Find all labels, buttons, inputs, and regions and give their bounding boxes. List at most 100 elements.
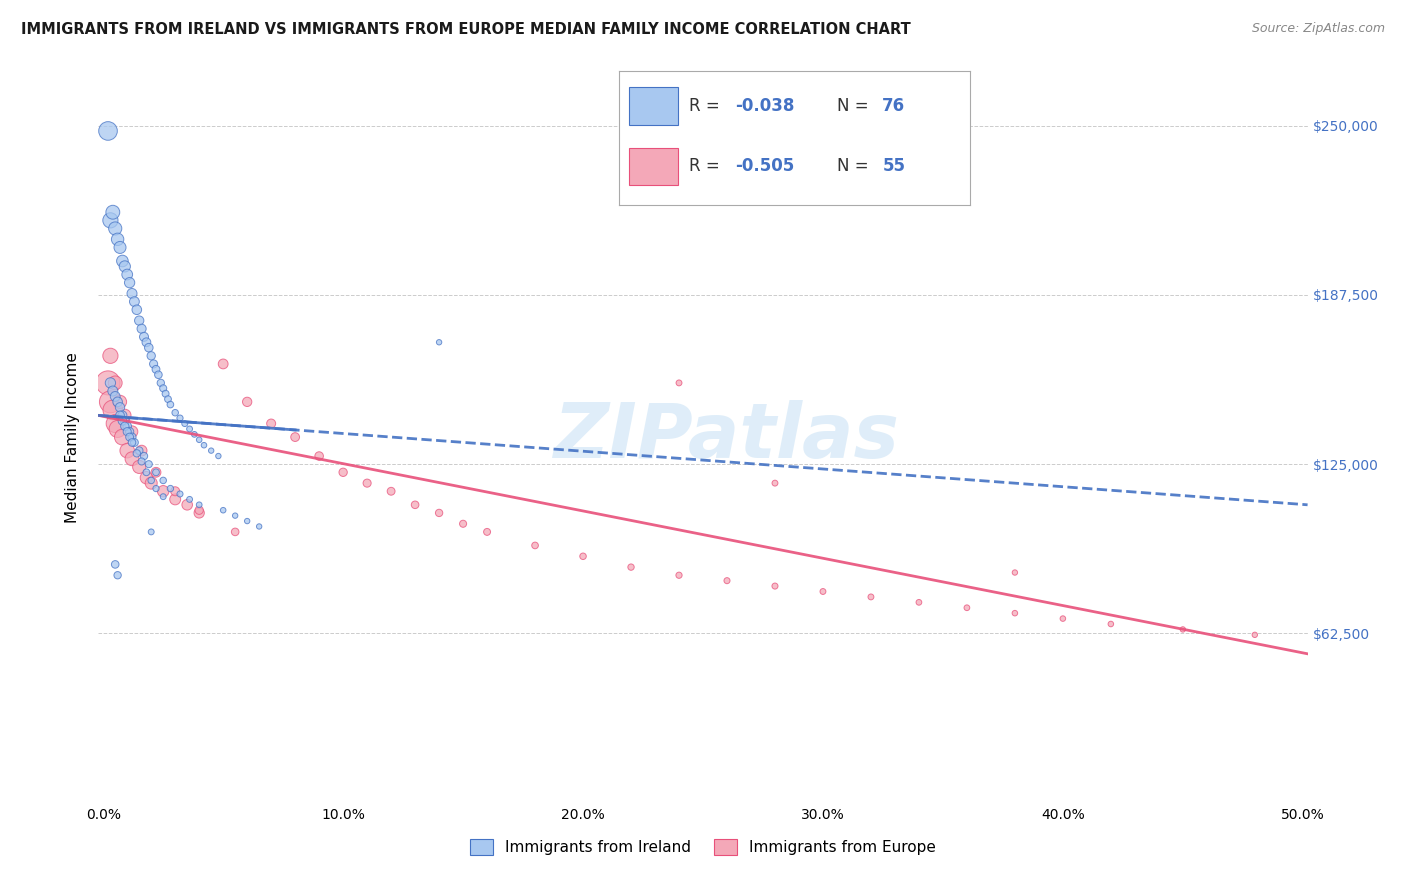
Point	[188, 506, 211, 520]
Point	[100, 213, 122, 227]
Point	[404, 498, 426, 512]
Point	[125, 446, 148, 460]
Point	[156, 392, 179, 406]
Point	[131, 322, 153, 336]
Point	[152, 484, 174, 499]
Point	[135, 465, 157, 479]
Point	[135, 471, 157, 485]
Point	[108, 409, 131, 423]
Point	[107, 232, 129, 246]
Point	[114, 409, 136, 423]
Point	[128, 459, 150, 474]
Point	[104, 417, 127, 431]
Point	[1171, 623, 1194, 637]
Point	[1052, 611, 1074, 625]
Point	[207, 449, 229, 463]
Point	[104, 389, 127, 403]
Point	[380, 484, 402, 499]
Point	[763, 476, 786, 491]
Point	[179, 492, 201, 507]
Point	[475, 524, 498, 539]
Point	[165, 492, 187, 507]
Text: 76: 76	[883, 97, 905, 115]
Point	[138, 341, 160, 355]
Point	[332, 465, 354, 479]
Point	[108, 401, 131, 415]
Text: R =: R =	[689, 157, 725, 176]
Point	[165, 484, 187, 499]
Point	[260, 417, 283, 431]
Point	[155, 386, 177, 401]
Point	[115, 443, 138, 458]
Point	[159, 398, 181, 412]
Point	[193, 438, 215, 452]
Point	[141, 474, 163, 488]
Point	[236, 395, 259, 409]
Text: R =: R =	[689, 97, 725, 115]
Point	[131, 443, 153, 458]
Point	[101, 205, 124, 219]
Point	[124, 294, 146, 309]
Point	[145, 465, 167, 479]
Point	[121, 435, 143, 450]
Point	[188, 503, 211, 517]
Point	[148, 368, 170, 382]
Point	[121, 425, 143, 439]
Point	[132, 330, 155, 344]
Point	[145, 362, 167, 376]
Point	[169, 487, 191, 501]
Point	[131, 454, 153, 468]
Point	[118, 276, 141, 290]
Point	[101, 384, 124, 398]
Point	[524, 538, 547, 552]
Point	[111, 430, 134, 444]
Point	[152, 381, 174, 395]
Point	[118, 430, 141, 444]
Point	[1004, 606, 1026, 620]
Point	[114, 419, 136, 434]
Point	[125, 302, 148, 317]
Point	[121, 286, 143, 301]
Point	[124, 435, 146, 450]
Point	[1004, 566, 1026, 580]
Point	[108, 395, 131, 409]
Text: -0.038: -0.038	[734, 97, 794, 115]
Point	[145, 465, 167, 479]
Point	[179, 422, 201, 436]
Text: Source: ZipAtlas.com: Source: ZipAtlas.com	[1251, 22, 1385, 36]
Point	[97, 376, 120, 390]
Point	[620, 560, 643, 574]
Point	[716, 574, 738, 588]
Point	[308, 449, 330, 463]
Text: N =: N =	[837, 157, 873, 176]
Point	[100, 376, 122, 390]
Point	[956, 600, 979, 615]
Point	[165, 406, 187, 420]
Point	[183, 427, 205, 442]
Point	[427, 506, 450, 520]
Point	[811, 584, 834, 599]
Point	[135, 335, 157, 350]
Point	[101, 403, 124, 417]
Point	[104, 376, 127, 390]
Point	[111, 409, 134, 423]
Point	[152, 474, 174, 488]
Bar	[630, 87, 678, 125]
Point	[114, 414, 136, 428]
Point	[118, 425, 141, 439]
Point	[107, 568, 129, 582]
Point	[908, 595, 931, 609]
Point	[169, 411, 191, 425]
Legend: Immigrants from Ireland, Immigrants from Europe: Immigrants from Ireland, Immigrants from…	[464, 833, 942, 861]
Y-axis label: Median Family Income: Median Family Income	[65, 351, 80, 523]
Point	[111, 414, 134, 428]
Point	[108, 240, 131, 254]
Point	[451, 516, 474, 531]
Point	[200, 443, 222, 458]
Point	[141, 476, 163, 491]
Point	[188, 498, 211, 512]
Point	[115, 419, 138, 434]
Point	[141, 524, 163, 539]
Point	[132, 449, 155, 463]
Point	[236, 514, 259, 528]
